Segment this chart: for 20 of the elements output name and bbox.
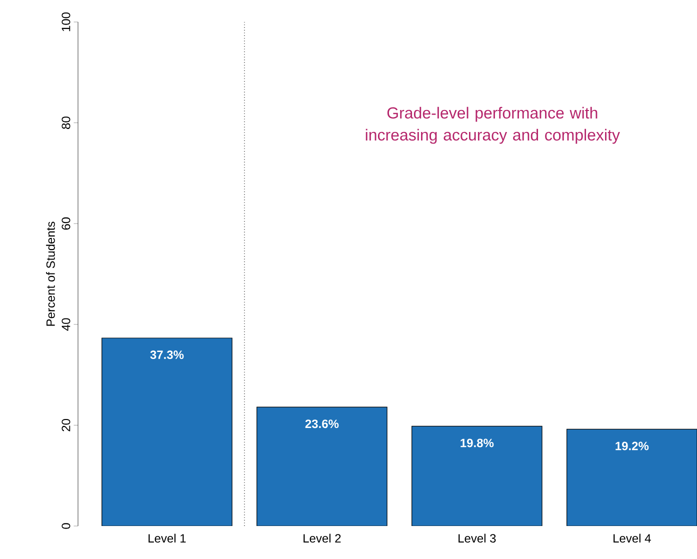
x-tick-label: Level 3 <box>458 534 496 543</box>
bar <box>412 426 542 526</box>
data-label: 37.3% <box>150 350 184 360</box>
data-label: 19.8% <box>460 438 494 448</box>
x-tick-label: Level 4 <box>614 534 651 543</box>
bar <box>102 338 232 526</box>
x-tick-label: Level 2 <box>304 534 341 543</box>
y-tick-label: 20 <box>62 418 70 432</box>
y-tick-label: 40 <box>62 318 70 331</box>
x-tick-label: Level 1 <box>148 534 186 543</box>
y-tick-label: 60 <box>62 217 70 230</box>
y-tick-label: 80 <box>62 116 70 129</box>
annotation: Grade-level performance with increasing accuracy and complexity <box>366 106 620 144</box>
y-tick-label: 100 <box>62 12 70 32</box>
data-label: 23.6% <box>305 420 339 428</box>
bar <box>256 407 388 526</box>
data-label: 19.2% <box>616 442 649 450</box>
bar <box>566 428 697 526</box>
y-tick-label: 0 <box>62 523 70 529</box>
y-axis-title: Percent of Students <box>46 222 55 326</box>
